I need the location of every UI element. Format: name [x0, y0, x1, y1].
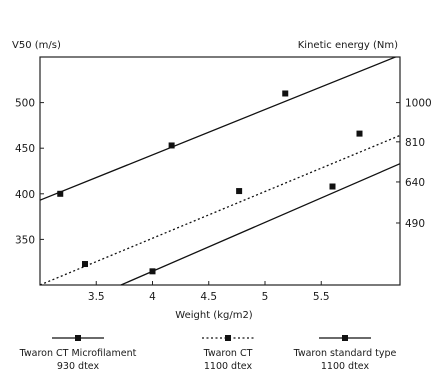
y2-tick-label: 810: [405, 137, 425, 149]
data-point: [236, 188, 243, 195]
y-tick-label: 500: [15, 98, 35, 110]
y2-tick-label: 640: [405, 177, 425, 189]
y2-axis-label: Kinetic energy (Nm): [298, 40, 398, 51]
legend-marker: [225, 335, 231, 341]
legend-label: Twaron CT: [203, 348, 253, 359]
series-line: [40, 57, 398, 201]
x-tick-label: 5.5: [313, 291, 330, 303]
data-point: [168, 142, 175, 149]
data-point: [356, 130, 363, 137]
y-tick-label: 450: [15, 143, 35, 155]
y2-tick-label: 490: [405, 218, 425, 230]
legend-sublabel: 1100 dtex: [321, 361, 370, 372]
y-tick-label: 350: [15, 234, 35, 246]
legend-marker: [75, 335, 81, 341]
legend-sublabel: 1100 dtex: [204, 361, 253, 372]
data-point: [329, 183, 336, 190]
legend-item: Twaron standard type 1100 dtex: [293, 335, 397, 372]
y-axis-label: V50 (m/s): [12, 40, 61, 51]
data-point: [149, 268, 156, 275]
plot-area: [39, 56, 401, 286]
legend-sublabel: 930 dtex: [57, 361, 100, 372]
series-markers: [57, 90, 363, 275]
data-point: [57, 190, 64, 197]
x-tick-label: 4: [149, 291, 156, 303]
x-axis-label: Weight (kg/m2): [175, 310, 253, 321]
y-tick-label: 400: [15, 189, 35, 201]
series-lines: [40, 57, 400, 285]
legend-item: Twaron CT 1100 dtex: [202, 335, 254, 372]
legend-item: Twaron CT Microfilament 930 dtex: [19, 335, 137, 372]
legend-label: Twaron CT Microfilament: [19, 348, 137, 359]
legend-marker: [342, 335, 348, 341]
series-line: [40, 134, 400, 285]
x-tick-label: 3.5: [88, 291, 105, 303]
data-point: [282, 90, 289, 97]
series-line: [120, 163, 400, 285]
y2-tick-label: 1000: [405, 98, 432, 110]
legend-label: Twaron standard type: [293, 348, 397, 359]
data-point: [82, 261, 88, 268]
x-tick-label: 4.5: [200, 291, 217, 303]
axis-ticks: 3.5 4 4.5 5 5.5 350 400 450 500 490 640 810 1000: [15, 98, 432, 303]
x-tick-label: 5: [262, 291, 269, 303]
